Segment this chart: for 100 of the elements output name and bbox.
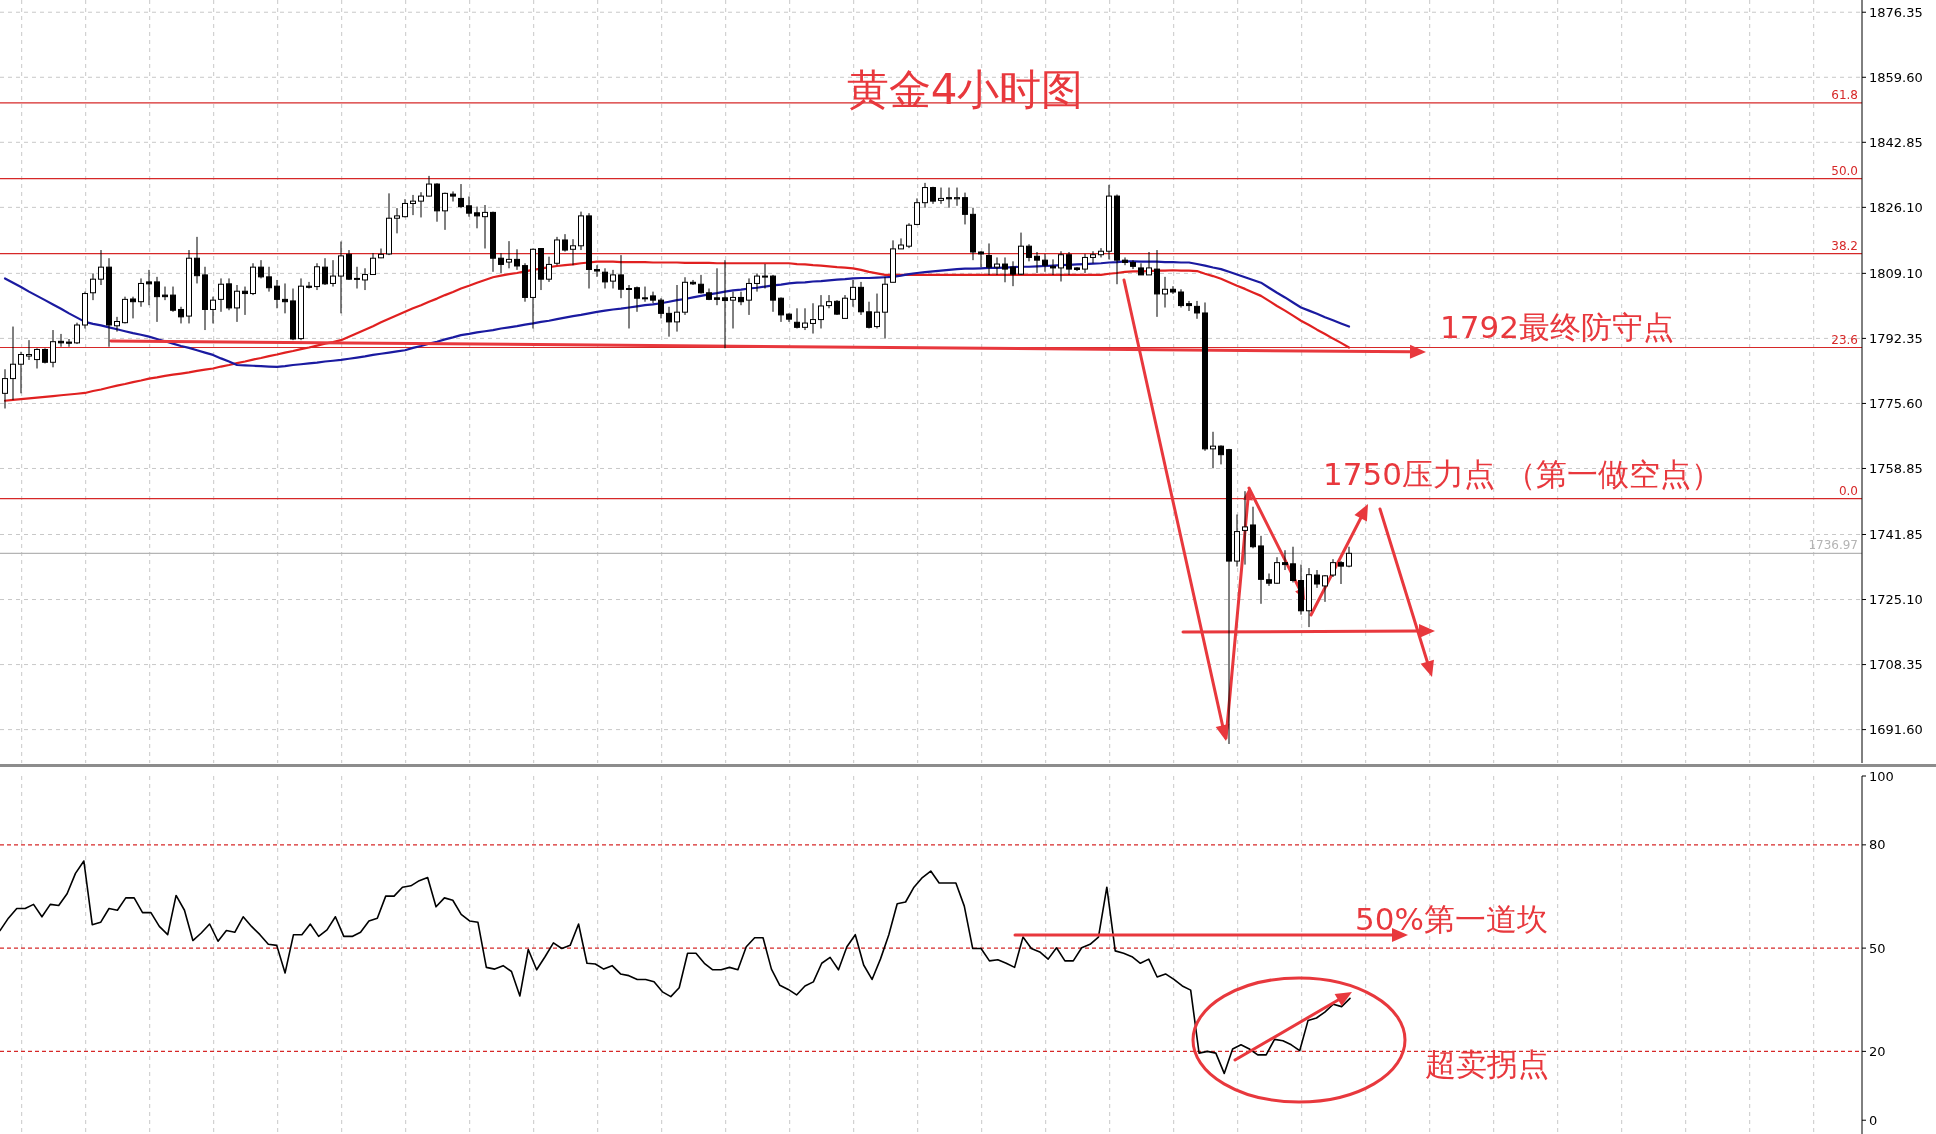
candlestick	[658, 297, 664, 319]
candlestick	[274, 279, 280, 309]
candlestick	[1322, 574, 1328, 603]
candlestick	[1282, 549, 1288, 571]
candlestick	[642, 286, 648, 303]
candlestick	[1178, 288, 1184, 309]
candlestick	[1066, 251, 1072, 276]
candlestick	[546, 256, 552, 283]
candlestick	[370, 252, 376, 276]
candlestick	[90, 272, 96, 301]
candlestick	[802, 307, 808, 331]
candlestick	[338, 241, 344, 314]
candlestick	[1338, 560, 1344, 585]
y-tick-label: 0	[1869, 1112, 1878, 1128]
candlestick	[722, 259, 728, 349]
candlestick	[746, 277, 752, 316]
candlestick	[1082, 253, 1088, 274]
candlestick	[818, 294, 824, 329]
candlestick	[322, 257, 328, 286]
y-tick-label: 1826.10	[1869, 199, 1923, 215]
candlestick	[1170, 285, 1176, 295]
annotation: 0.0	[1838, 483, 1858, 498]
candlestick	[1274, 556, 1280, 585]
candlestick	[874, 293, 880, 329]
candlestick	[50, 329, 56, 368]
candlestick	[666, 306, 672, 338]
candlestick	[162, 286, 168, 301]
annotation: 23.6	[1831, 332, 1858, 347]
ref-line-label: 1736.97	[1808, 538, 1858, 553]
candlestick	[130, 296, 136, 319]
candlestick	[26, 339, 32, 361]
candlestick	[306, 281, 312, 289]
candlestick	[978, 250, 984, 268]
candlestick	[626, 284, 632, 329]
candlestick	[10, 326, 16, 401]
candlestick	[1194, 300, 1200, 320]
candlestick	[986, 242, 992, 276]
y-tick-label: 1758.85	[1869, 460, 1923, 476]
candlestick	[362, 267, 368, 291]
candlestick	[122, 296, 128, 324]
candlestick	[1162, 276, 1168, 309]
text: 1792最终防守点	[1440, 309, 1674, 345]
candlestick	[1218, 444, 1224, 465]
candlestick	[810, 302, 816, 335]
candlestick	[898, 237, 904, 250]
candlestick	[1090, 250, 1096, 264]
y-tick-label: 1859.60	[1869, 69, 1923, 85]
candlestick	[842, 294, 848, 319]
annotation: 61.8	[1831, 87, 1858, 102]
y-tick-label: 1775.60	[1869, 395, 1923, 411]
y-tick-label: 1691.60	[1869, 722, 1923, 738]
candlestick	[938, 187, 944, 205]
candlestick	[330, 259, 336, 288]
candlestick	[730, 291, 736, 329]
candlestick	[618, 254, 624, 299]
candlestick	[98, 249, 104, 286]
candlestick	[962, 192, 968, 225]
candlestick	[946, 187, 952, 209]
candlestick	[314, 262, 320, 291]
annotation: 1750压力点 （第一做空点）	[1323, 456, 1722, 492]
y-tick-label: 1842.85	[1869, 134, 1923, 150]
candlestick	[466, 195, 472, 218]
candlestick	[602, 267, 608, 289]
candlestick	[66, 338, 72, 348]
candlestick	[738, 291, 744, 306]
candlestick	[914, 197, 920, 226]
candlestick	[34, 347, 40, 369]
candlestick	[1098, 247, 1104, 258]
candlestick	[554, 236, 560, 266]
candlestick	[354, 266, 360, 289]
y-tick-label: 1741.85	[1869, 526, 1923, 542]
candlestick	[170, 286, 176, 313]
y-tick-label: 80	[1869, 837, 1886, 853]
candlestick	[754, 272, 760, 293]
candlestick	[506, 240, 512, 269]
candlestick	[922, 182, 928, 209]
candlestick	[178, 306, 184, 324]
candlestick	[1242, 490, 1248, 566]
y-tick-label: 1725.10	[1869, 592, 1923, 608]
candlestick	[634, 286, 640, 313]
text: 50%第一道坎	[1355, 901, 1548, 937]
candlestick	[1042, 253, 1048, 273]
annotation: 50.0	[1831, 163, 1858, 178]
text: 黄金4小时图	[846, 65, 1084, 114]
annotation: 38.2	[1831, 238, 1858, 253]
candlestick	[1058, 250, 1064, 283]
y-tick-label: 50	[1869, 940, 1886, 956]
candlestick	[154, 276, 160, 323]
candlestick	[514, 248, 520, 271]
candlestick	[714, 267, 720, 306]
candlestick	[906, 222, 912, 249]
candlestick	[442, 192, 448, 231]
y-tick-label: 1708.35	[1869, 657, 1923, 673]
candlestick	[698, 274, 704, 295]
candlestick	[146, 269, 152, 306]
y-tick-label: 1809.10	[1869, 265, 1923, 281]
candlestick	[1186, 300, 1192, 312]
candlestick	[474, 206, 480, 229]
candlestick	[218, 277, 224, 313]
y-tick-label: 1792.35	[1869, 330, 1923, 346]
